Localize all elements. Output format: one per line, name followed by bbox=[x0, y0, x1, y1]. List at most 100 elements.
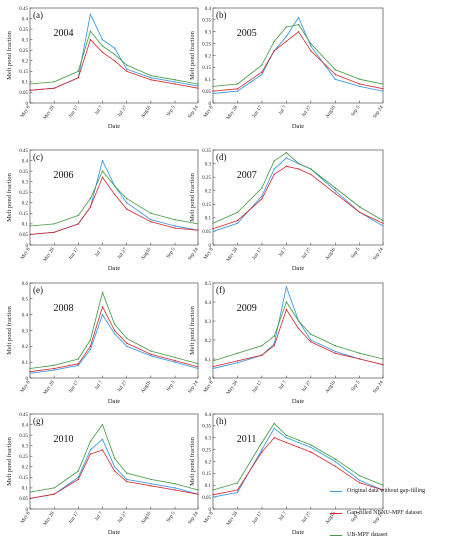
data-point bbox=[29, 497, 31, 500]
data-point bbox=[212, 360, 214, 362]
series-line bbox=[29, 424, 199, 493]
y-tick-label: 0.5 bbox=[205, 282, 212, 287]
x-tick-label: May 8 bbox=[203, 380, 215, 394]
data-point bbox=[297, 168, 300, 170]
chart-panel: 0 0.05 0.1 0.15 0.2 0.25 0.3 0.35 0.4 0.45 May 8 Ma… bbox=[6, 413, 200, 536]
y-tick-label: 0.2 bbox=[22, 202, 29, 207]
data-point bbox=[174, 81, 176, 83]
data-point bbox=[101, 159, 104, 162]
data-point bbox=[382, 83, 384, 85]
x-tick-label: Aug16 bbox=[141, 105, 153, 119]
data-point bbox=[53, 367, 55, 370]
data-point bbox=[285, 437, 288, 439]
legend-swatch-original bbox=[330, 490, 342, 492]
data-point bbox=[285, 434, 288, 437]
data-point bbox=[334, 192, 336, 195]
x-tick-label: Sep 5 bbox=[351, 247, 362, 259]
x-axis-title: Date bbox=[292, 529, 304, 536]
data-point bbox=[212, 85, 214, 88]
x-tick-label: May 28 bbox=[43, 247, 56, 263]
data-point bbox=[236, 219, 239, 222]
data-point bbox=[212, 365, 214, 368]
x-tick-label: Jul 7 bbox=[278, 105, 288, 116]
data-point bbox=[297, 439, 300, 441]
y-tick-label: 0.2 bbox=[205, 460, 212, 465]
y-tick-label: 0.15 bbox=[202, 66, 211, 71]
data-point bbox=[236, 482, 239, 484]
x-tick-label: Jul 27 bbox=[301, 511, 312, 524]
y-tick-label: 0.1 bbox=[205, 78, 212, 83]
x-axis-title: Date bbox=[108, 529, 120, 536]
data-point bbox=[382, 219, 384, 222]
data-point bbox=[334, 190, 336, 192]
panel-label: (b) bbox=[216, 10, 227, 20]
data-point bbox=[53, 369, 55, 371]
series-line bbox=[29, 306, 199, 373]
data-point bbox=[101, 449, 104, 451]
data-point bbox=[101, 170, 104, 172]
x-tick-label: Jul 7 bbox=[278, 380, 288, 391]
data-point bbox=[101, 314, 104, 316]
x-tick-label: Jun 17 bbox=[252, 247, 264, 261]
data-point bbox=[382, 489, 384, 491]
legend-label-ub: UB-MPF dataset bbox=[347, 532, 388, 538]
data-point bbox=[212, 222, 214, 224]
data-point bbox=[359, 475, 361, 477]
legend-item-nenu: Gap-filled NENU-MPF dataset bbox=[330, 508, 422, 518]
y-tick-label: 0.2 bbox=[205, 54, 212, 59]
series-line bbox=[212, 31, 384, 92]
data-point bbox=[101, 291, 104, 294]
y-tick-label: 0.05 bbox=[19, 91, 28, 96]
y-tick-label: 0.15 bbox=[202, 472, 211, 477]
data-point bbox=[261, 198, 263, 200]
y-tick-label: 0.1 bbox=[22, 223, 29, 228]
x-tick-label: May 28 bbox=[43, 380, 56, 396]
x-tick-label: Sep 24 bbox=[188, 380, 200, 395]
data-point bbox=[77, 478, 80, 481]
data-point bbox=[197, 363, 199, 365]
data-point bbox=[89, 206, 92, 208]
data-point bbox=[297, 162, 300, 165]
data-point bbox=[359, 358, 361, 360]
x-tick-label: Jul 27 bbox=[117, 105, 128, 118]
data-point bbox=[310, 168, 312, 170]
y-tick-label: 0.35 bbox=[202, 19, 211, 24]
x-tick-label: May 28 bbox=[226, 247, 239, 263]
data-point bbox=[197, 366, 199, 368]
y-tick-label: 0.4 bbox=[22, 423, 29, 428]
data-point bbox=[359, 83, 361, 85]
data-point bbox=[53, 223, 55, 225]
data-point bbox=[174, 227, 176, 229]
y-tick-label: 0.4 bbox=[22, 159, 29, 164]
x-axis-title: Date bbox=[108, 265, 120, 272]
y-tick-label: 0.45 bbox=[19, 149, 28, 154]
data-point bbox=[89, 339, 92, 341]
data-point bbox=[297, 16, 300, 19]
x-axis-title: Date bbox=[108, 123, 120, 130]
data-point bbox=[261, 73, 263, 76]
chart-panel: 0 0.05 0.1 0.15 0.2 0.25 0.3 0.35 May 8 May 28 Jun… bbox=[189, 149, 385, 272]
data-point bbox=[310, 42, 312, 45]
x-tick-label: Sep 5 bbox=[351, 511, 362, 523]
data-point bbox=[174, 489, 176, 491]
y-axis-title: Melt pond fraction bbox=[189, 436, 196, 485]
data-point bbox=[236, 88, 239, 90]
data-point bbox=[29, 233, 31, 236]
panel-label: (f) bbox=[216, 285, 225, 295]
x-tick-label: Jul 27 bbox=[301, 247, 312, 260]
data-point bbox=[236, 491, 239, 494]
data-point bbox=[77, 364, 80, 366]
y-tick-label: 0.6 bbox=[22, 282, 29, 287]
y-tick-label: 0.05 bbox=[202, 90, 211, 95]
series-line bbox=[29, 438, 199, 499]
data-point bbox=[101, 45, 104, 47]
x-tick-label: Jun 17 bbox=[68, 247, 80, 261]
data-point bbox=[197, 367, 199, 370]
y-tick-label: 0.1 bbox=[22, 361, 29, 366]
data-point bbox=[382, 222, 384, 224]
x-tick-label: Sep 24 bbox=[188, 105, 200, 120]
data-point bbox=[261, 64, 263, 66]
data-point bbox=[212, 496, 214, 498]
data-point bbox=[126, 345, 128, 347]
data-point bbox=[174, 79, 176, 81]
